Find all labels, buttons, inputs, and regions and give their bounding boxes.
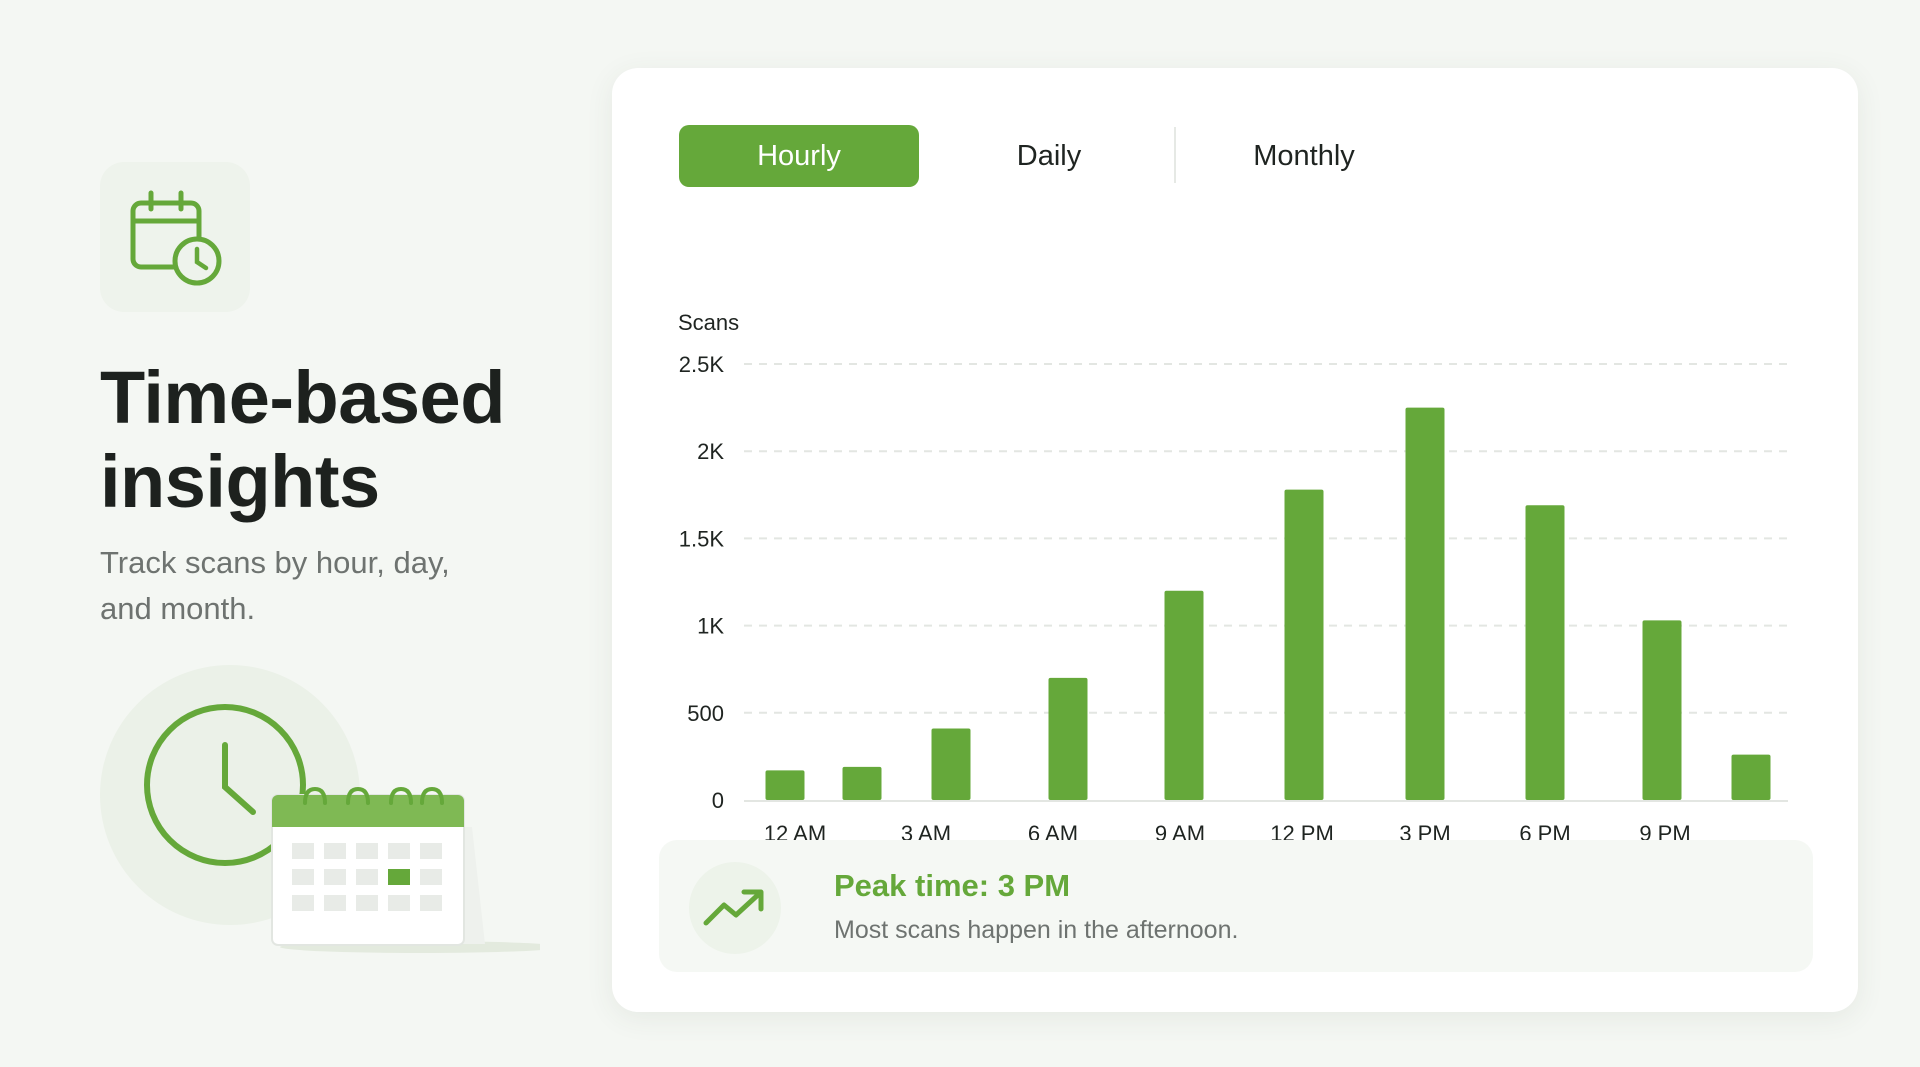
tab-monthly[interactable]: Monthly (1253, 139, 1355, 172)
peak-time-description: Most scans happen in the afternoon. (834, 916, 1239, 944)
tab-daily[interactable]: Daily (1016, 139, 1082, 172)
trending-up-icon (689, 862, 781, 954)
y-tick-label: 1K (697, 614, 724, 639)
chart-card: Hourly Daily Monthly Scans 0 500 1K 1.5K 2K 2.… (612, 68, 1858, 1012)
hero-section: Time-based insights Track scans by hour,… (100, 0, 580, 1067)
peak-time-title: Peak time: 3 PM (834, 868, 1071, 903)
period-tabs: Hourly Daily Monthly (679, 125, 1439, 187)
bar (1405, 407, 1445, 800)
page-subtitle: Track scans by hour, day, and month. (100, 545, 450, 626)
y-tick-label: 2K (697, 439, 724, 464)
bar (1164, 590, 1204, 800)
y-tick-label: 1.5K (679, 526, 725, 551)
bar (1731, 754, 1771, 800)
bar (1525, 505, 1565, 800)
y-tick-label: 0 (712, 788, 724, 813)
bar (931, 728, 971, 800)
calendar-clock-glyph (130, 190, 222, 286)
bar (765, 770, 805, 800)
tab-divider (1174, 127, 1176, 183)
tab-hourly[interactable]: Hourly (679, 125, 919, 187)
y-tick-label: 2.5K (679, 352, 725, 377)
y-tick-label: 500 (687, 701, 724, 726)
title-line-2: insights (100, 440, 380, 523)
bar (1284, 489, 1324, 800)
calendar-clock-icon (100, 162, 250, 312)
bar (842, 766, 882, 800)
bar (1642, 620, 1682, 800)
bar (1048, 677, 1088, 800)
clock-calendar-illustration (100, 665, 560, 965)
y-axis-label: Scans (678, 310, 739, 335)
title-line-1: Time-based (100, 356, 505, 439)
page-title: Time-based insights (100, 356, 560, 524)
peak-time-callout: Peak time: 3 PM Most scans happen in the… (659, 840, 1813, 972)
